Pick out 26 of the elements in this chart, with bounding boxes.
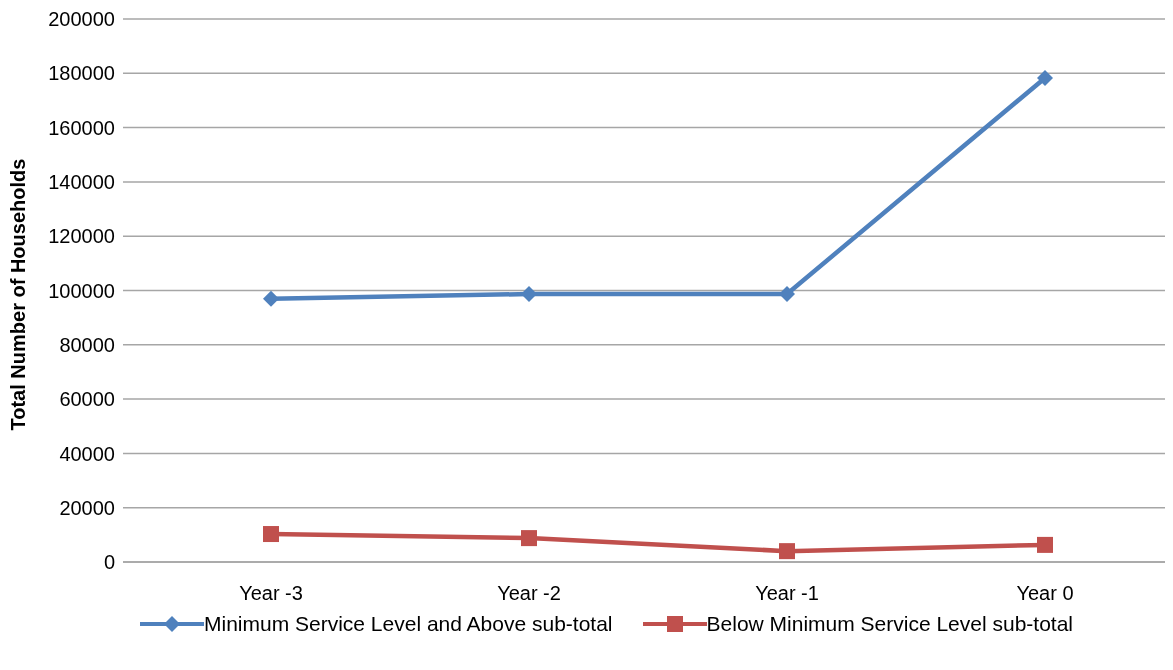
- legend-label: Minimum Service Level and Above sub-total: [203, 612, 613, 636]
- y-tick-label: 0: [103, 551, 115, 574]
- y-axis-title: Total Number of Households: [7, 158, 30, 431]
- x-tick-label: Year -1: [755, 582, 819, 605]
- point: [1037, 69, 1053, 86]
- y-tick-label: 80000: [59, 333, 115, 356]
- point: [779, 286, 795, 303]
- y-tick-label: 40000: [59, 442, 115, 465]
- y-tick-label: 160000: [48, 116, 115, 139]
- y-tick-label: 180000: [48, 62, 115, 85]
- x-tick-label: Year 0: [1016, 582, 1074, 605]
- point: [1037, 536, 1053, 553]
- y-tick-label: 120000: [48, 225, 115, 248]
- point: [521, 530, 537, 547]
- point: [521, 286, 537, 303]
- point: [263, 290, 279, 307]
- x-tick-label: Year -2: [497, 582, 561, 605]
- x-tick-label: Year -3: [239, 582, 303, 605]
- legend-label: Below Minimum Service Level sub-total: [706, 612, 1074, 636]
- y-tick-label: 140000: [48, 171, 115, 193]
- y-tick-label: 100000: [48, 279, 115, 302]
- point: [263, 526, 279, 543]
- y-tick-label: 200000: [48, 8, 115, 31]
- y-tick-label: 60000: [59, 388, 115, 411]
- y-tick-label: 20000: [59, 496, 115, 519]
- point: [779, 543, 795, 560]
